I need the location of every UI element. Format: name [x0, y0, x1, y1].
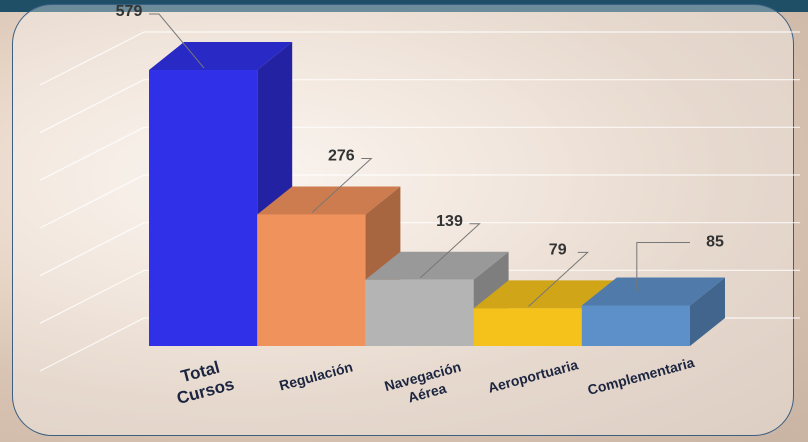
- bar-side: [690, 277, 725, 346]
- value-label: 85: [706, 234, 724, 251]
- grid-line: [39, 79, 800, 134]
- leader-line: [149, 13, 205, 69]
- bar-front: [257, 214, 366, 346]
- grid-line: [39, 174, 800, 229]
- chart-panel: [12, 4, 794, 436]
- value-label: 79: [549, 242, 567, 259]
- bar-top: [149, 42, 293, 71]
- value-label: 579: [116, 3, 143, 20]
- top-bar: [0, 0, 808, 12]
- bar-front: [473, 308, 582, 346]
- bar-front: [149, 70, 258, 346]
- bar-front: [581, 305, 690, 346]
- bar-top: [257, 186, 401, 215]
- bar: [581, 277, 725, 346]
- bar-top: [473, 280, 617, 309]
- leader-line: [636, 241, 690, 292]
- bar-top: [581, 277, 725, 306]
- grid-line: [39, 31, 800, 86]
- leader-line: [311, 157, 373, 213]
- leader-line: [420, 223, 481, 279]
- grid-line: [39, 222, 800, 277]
- leader-line: [528, 251, 589, 307]
- bar: [149, 42, 293, 346]
- value-label: 276: [328, 148, 355, 165]
- value-label: 139: [436, 213, 463, 230]
- bar-top: [365, 251, 509, 280]
- grid-line: [39, 269, 800, 324]
- bar-front: [365, 279, 474, 346]
- grid-line: [39, 126, 800, 181]
